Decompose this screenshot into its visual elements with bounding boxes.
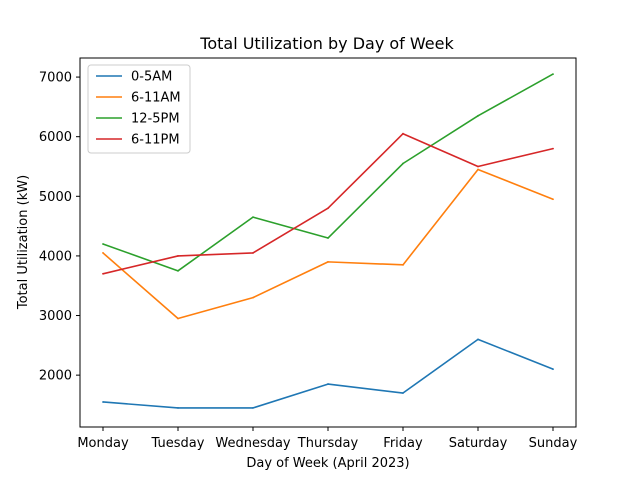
data-point [327,237,329,239]
x-tick-label: Monday [77,436,129,451]
y-tick-label: 7000 [39,71,72,86]
y-tick-label: 5000 [39,190,72,205]
data-point [177,269,179,272]
x-axis: Monday Tuesday Wednesday Thursday Friday Satu… [77,427,578,451]
data-point [477,338,479,341]
data-point [402,132,404,135]
data-point [552,198,554,201]
data-point [402,392,404,394]
data-point [102,401,104,403]
data-point [327,207,329,210]
x-tick-label: Tuesday [151,436,205,451]
chart-title: Total Utilization by Day of Week [199,34,454,53]
data-point [552,73,554,75]
legend-label: 0-5AM [131,70,172,85]
data-point [327,260,329,263]
legend-label: 6-11PM [131,133,180,148]
legend: 0-5AM 6-11AM 12-5PM 6-11PM [87,64,191,154]
y-tick-label: 3000 [39,309,72,324]
data-point [552,368,554,371]
data-point [252,252,254,254]
series-line-6-11AM [102,168,554,320]
x-tick-label: Sunday [529,436,578,451]
data-point [552,147,554,150]
data-point [177,255,179,257]
data-point [102,272,104,275]
y-axis: 2000 3000 4000 5000 6000 7000 [39,71,80,384]
data-point [477,114,479,117]
y-tick-label: 6000 [39,130,72,145]
data-point [327,383,329,385]
data-point [477,168,479,171]
data-point [177,407,179,409]
x-tick-label: Saturday [449,436,508,451]
data-point [102,252,104,254]
series-line-6-11PM [102,132,554,275]
series-line-0-5AM [102,338,554,409]
data-point [477,165,479,168]
data-point [252,296,254,299]
series-layer [102,73,554,409]
data-point [402,162,404,165]
legend-label: 12-5PM [131,112,180,127]
data-point [177,317,179,320]
legend-box [87,64,191,154]
data-point [102,243,104,245]
y-tick-label: 2000 [39,369,72,384]
data-point [402,263,404,266]
x-tick-label: Friday [383,436,423,451]
x-axis-label: Day of Week (April 2023) [246,456,409,471]
x-tick-label: Wednesday [215,436,291,451]
data-point [252,407,254,409]
data-point [252,216,254,219]
legend-label: 6-11AM [131,91,181,106]
x-tick-label: Thursday [297,436,359,451]
y-axis-label: Total Utilization (kW) [16,175,31,310]
y-tick-label: 4000 [39,249,72,264]
